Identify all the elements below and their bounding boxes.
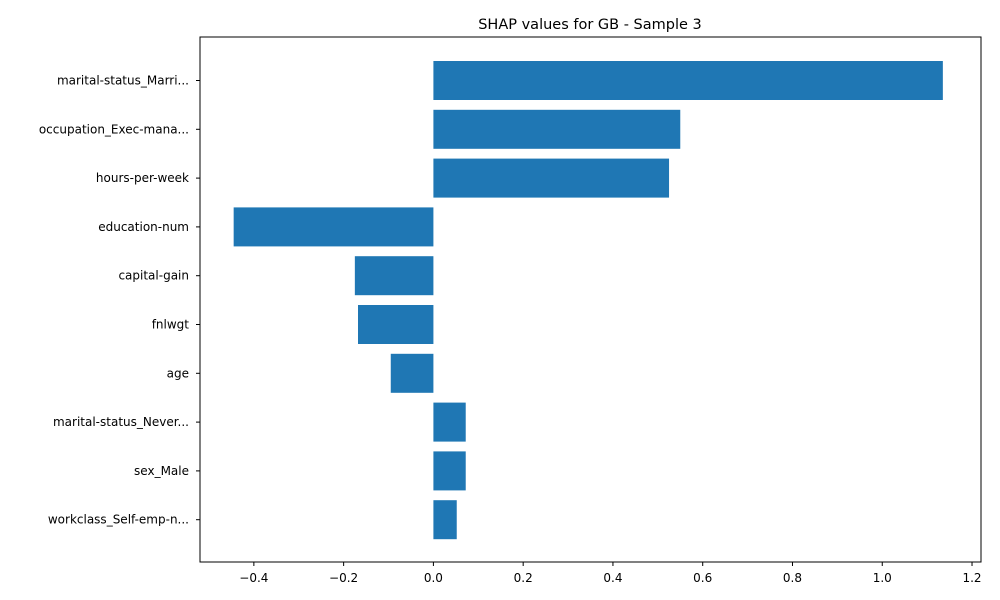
y-tick-label-7: marital-status_Never... [53,415,189,429]
y-tick-label-2: hours-per-week [96,171,189,185]
x-tick-label-4: 0.4 [603,571,622,585]
bar-2 [433,158,670,198]
y-axis: marital-status_Marri... occupation_Exec-m… [39,74,200,527]
x-tick-label-0: −0.4 [239,571,268,585]
y-tick-label-0: marital-status_Marri... [57,74,189,88]
y-tick-label-1: occupation_Exec-mana... [39,122,189,136]
x-tick-label-3: 0.2 [514,571,533,585]
y-tick-label-5: fnlwgt [152,318,190,332]
bar-0 [433,61,943,100]
plot-frame [199,36,982,563]
x-tick-label-2: 0.0 [424,571,443,585]
x-tick-label-5: 0.6 [693,571,712,585]
x-tick-label-7: 1.0 [873,571,892,585]
x-axis: −0.4 −0.2 0.0 0.2 0.4 0.6 0.8 1.0 1.2 [239,562,982,585]
x-tick-label-1: −0.2 [329,571,358,585]
bars-layer [233,61,943,540]
y-tick-label-8: sex_Male [134,464,189,478]
bar-3 [233,207,434,247]
bar-4 [354,256,434,296]
y-tick-label-4: capital-gain [118,269,189,283]
bar-9 [433,500,457,540]
bar-5 [358,305,434,344]
x-tick-label-6: 0.8 [783,571,802,585]
y-tick-label-9: workclass_Self-emp-n... [48,513,189,527]
chart-title: SHAP values for GB - Sample 3 [478,17,702,33]
bar-8 [433,451,466,491]
bar-6 [390,353,434,393]
y-tick-label-3: education-num [98,220,189,234]
bar-1 [433,109,681,149]
x-tick-label-8: 1.2 [962,571,981,585]
y-tick-label-6: age [167,366,189,380]
bar-7 [433,402,466,442]
